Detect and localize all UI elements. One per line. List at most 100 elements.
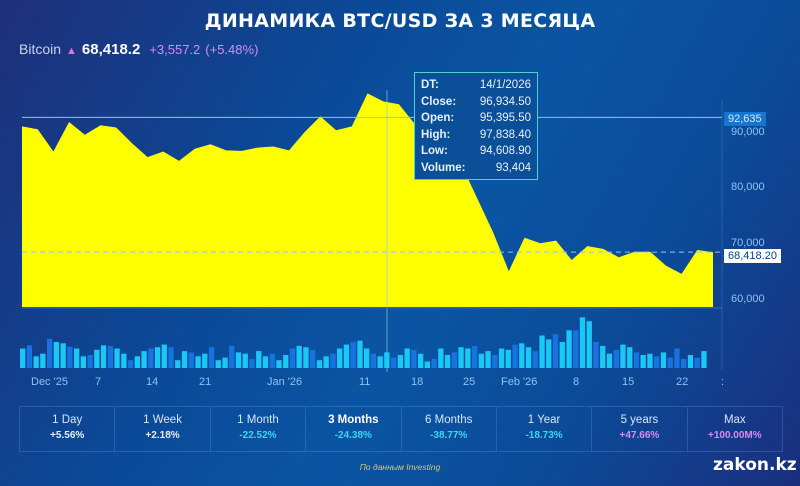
volume-bar <box>593 342 599 368</box>
price-change-percent: (+5.48%) <box>205 42 259 57</box>
up-arrow-icon: ▲ <box>66 45 77 57</box>
volume-bar <box>262 356 269 368</box>
volume-bar <box>498 348 505 368</box>
volume-bar <box>148 348 154 368</box>
volume-bar <box>552 334 559 368</box>
volume-bar <box>681 358 687 368</box>
period-3-months[interactable]: 3 Months -24.38% <box>306 407 402 451</box>
volume-bar <box>573 330 579 368</box>
period-label: 1 Year <box>527 414 561 426</box>
volume-bar <box>640 355 646 368</box>
period-change: +5.56% <box>50 430 85 441</box>
volume-bar <box>330 353 336 368</box>
volume-bar <box>141 351 147 368</box>
tooltip-value: 93,404 <box>495 161 531 174</box>
tooltip-key: Close: <box>421 95 457 108</box>
volume-bar <box>505 349 511 368</box>
volume-bar <box>94 349 100 368</box>
volume-bar <box>391 357 397 368</box>
tooltip-key: Low: <box>421 145 448 157</box>
volume-bar <box>357 340 363 368</box>
x-tick-label: 22 <box>676 376 689 388</box>
period-change: +2.18% <box>145 430 180 441</box>
volume-bar <box>316 360 323 368</box>
volume-bar <box>60 343 66 368</box>
period-change: +47.66% <box>619 430 660 441</box>
volume-bar <box>33 356 39 368</box>
x-tick-label: 7 <box>95 376 102 388</box>
volume-bar <box>114 348 120 368</box>
volume-bar <box>80 356 86 368</box>
volume-bar <box>701 351 707 368</box>
volume-bar <box>303 347 309 368</box>
volume-bar <box>195 356 201 368</box>
volume-bar <box>418 353 424 368</box>
volume-bar <box>579 317 586 368</box>
price-chart[interactable] <box>0 0 800 400</box>
tooltip-key: DT: <box>421 79 439 91</box>
period-1-day[interactable]: 1 Day +5.56% <box>20 407 116 451</box>
volume-bar <box>350 342 356 368</box>
period-label: 3 Months <box>328 414 379 426</box>
x-tick-label: 15 <box>622 376 635 388</box>
volume-bar <box>168 347 174 368</box>
period-6-months[interactable]: 6 Months -38.77% <box>402 407 497 451</box>
period-change: -38.77% <box>430 430 468 441</box>
volume-bar <box>154 347 161 368</box>
period-1-year[interactable]: 1 Year -18.73% <box>497 407 593 451</box>
volume-bar <box>87 355 93 368</box>
period-label: 5 years <box>620 414 659 426</box>
volume-bar <box>600 345 606 368</box>
tooltip-value: 97,838.40 <box>479 128 531 141</box>
volume-bar <box>586 321 592 368</box>
volume-bar <box>127 360 134 368</box>
y-tick-label: 80,000 <box>731 181 765 193</box>
volume-bar <box>546 339 552 368</box>
x-tick-label: Dec '25 <box>31 376 68 388</box>
period-1-month[interactable]: 1 Month -22.52% <box>211 407 307 451</box>
volume-bar <box>370 353 376 368</box>
volume-bar <box>404 348 410 368</box>
price-change: +3,557.2 <box>149 42 201 57</box>
volume-bar <box>161 344 167 368</box>
volume-bar <box>694 357 700 368</box>
x-tick-label: 8 <box>573 376 580 388</box>
volume-bar <box>256 351 262 368</box>
asset-name: Bitcoin <box>19 41 62 57</box>
data-source: По данным Investing <box>359 462 441 472</box>
volume-bar <box>364 348 370 368</box>
volume-bar <box>397 355 403 368</box>
volume-bar <box>559 342 565 368</box>
volume-bar <box>215 360 221 368</box>
period-label: Max <box>723 414 746 426</box>
volume-bar <box>289 348 296 368</box>
volume-bar <box>647 353 653 368</box>
volume-bar <box>134 356 140 368</box>
volume-bar <box>667 357 673 368</box>
tooltip-key: Open: <box>421 112 455 124</box>
y-tick-label: 70,000 <box>731 237 765 249</box>
period-label: 1 Month <box>237 414 279 426</box>
volume-bar <box>411 349 417 368</box>
tooltip-value: 95,395.50 <box>479 112 531 124</box>
ticker-summary: Bitcoin ▲ 68,418.2 +3,557.2 (+5.48%) <box>19 41 258 58</box>
volume-bar <box>53 342 59 368</box>
volume-bar <box>566 330 572 368</box>
volume-bar <box>465 348 471 368</box>
period-label: 1 Day <box>52 414 83 426</box>
volume-bar <box>485 351 491 368</box>
volume-bar <box>519 343 525 368</box>
period-1-week[interactable]: 1 Week +2.18% <box>115 407 211 451</box>
y-tick-label: 90,000 <box>731 126 765 138</box>
volume-bar <box>26 345 32 369</box>
period-change: +100.00M% <box>707 430 762 441</box>
volume-bar <box>296 345 302 368</box>
period-max[interactable]: Max +100.00M% <box>688 407 782 451</box>
price-area <box>22 93 713 308</box>
period-change: -18.73% <box>525 430 563 441</box>
period-5-years[interactable]: 5 years +47.66% <box>592 407 688 451</box>
volume-bar <box>525 347 532 368</box>
volume-bar <box>431 358 437 368</box>
volume-bar <box>424 361 430 368</box>
period-change: -24.38% <box>334 430 372 441</box>
